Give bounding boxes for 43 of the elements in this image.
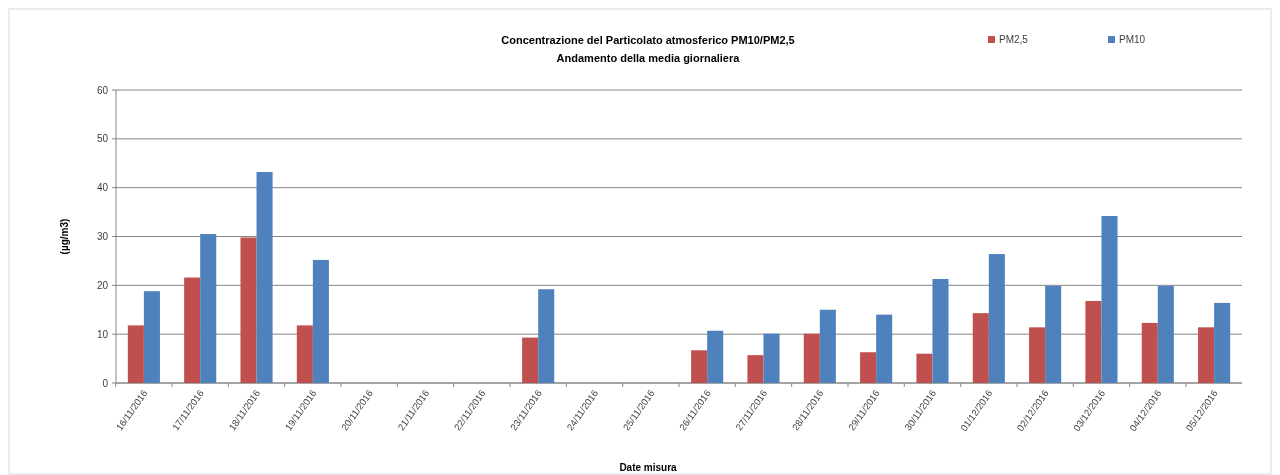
- bar: [184, 277, 201, 383]
- chart-subtitle: Andamento della media giornaliera: [556, 52, 741, 64]
- bar: [1141, 322, 1158, 383]
- y-tick-label: 50: [96, 133, 109, 145]
- chart-title: Concentrazione del Particolato atmosferico PM10/PM2,5: [501, 34, 795, 46]
- bar: [1198, 327, 1215, 383]
- bar: [1045, 285, 1062, 383]
- y-tick-label: 40: [96, 182, 109, 194]
- bar: [1029, 327, 1046, 383]
- bar: [127, 325, 144, 383]
- y-tick-label: 20: [96, 279, 109, 291]
- bar: [143, 291, 160, 383]
- bar: [876, 314, 893, 383]
- legend-label: PM2,5: [999, 34, 1029, 45]
- bar: [803, 333, 820, 383]
- bar: [538, 289, 555, 383]
- bar: [312, 259, 329, 383]
- y-tick-label: 0: [102, 377, 109, 389]
- bar: [819, 309, 836, 383]
- bar: [916, 353, 933, 383]
- bar: [707, 330, 724, 383]
- bar: [972, 313, 989, 383]
- bar: [200, 234, 217, 383]
- bar: [1101, 215, 1118, 383]
- bar: [763, 333, 780, 383]
- bar: [522, 337, 539, 383]
- bar: [256, 172, 273, 383]
- bar: [932, 278, 949, 383]
- bar: [296, 325, 313, 383]
- bar: [1085, 300, 1102, 383]
- bar: [860, 352, 877, 383]
- x-axis-title: Date misura: [619, 462, 678, 473]
- y-tick-label: 30: [96, 231, 109, 242]
- bar: [747, 355, 764, 383]
- bar: [691, 350, 708, 383]
- y-tick-label: 60: [96, 84, 109, 96]
- bar: [240, 237, 257, 383]
- bar: [1157, 285, 1174, 383]
- bar: [1214, 302, 1231, 383]
- y-axis-title: (µg/m3): [59, 218, 70, 255]
- legend-label: PM10: [1119, 34, 1146, 45]
- y-tick-label: 10: [96, 328, 109, 340]
- bar: [988, 254, 1005, 383]
